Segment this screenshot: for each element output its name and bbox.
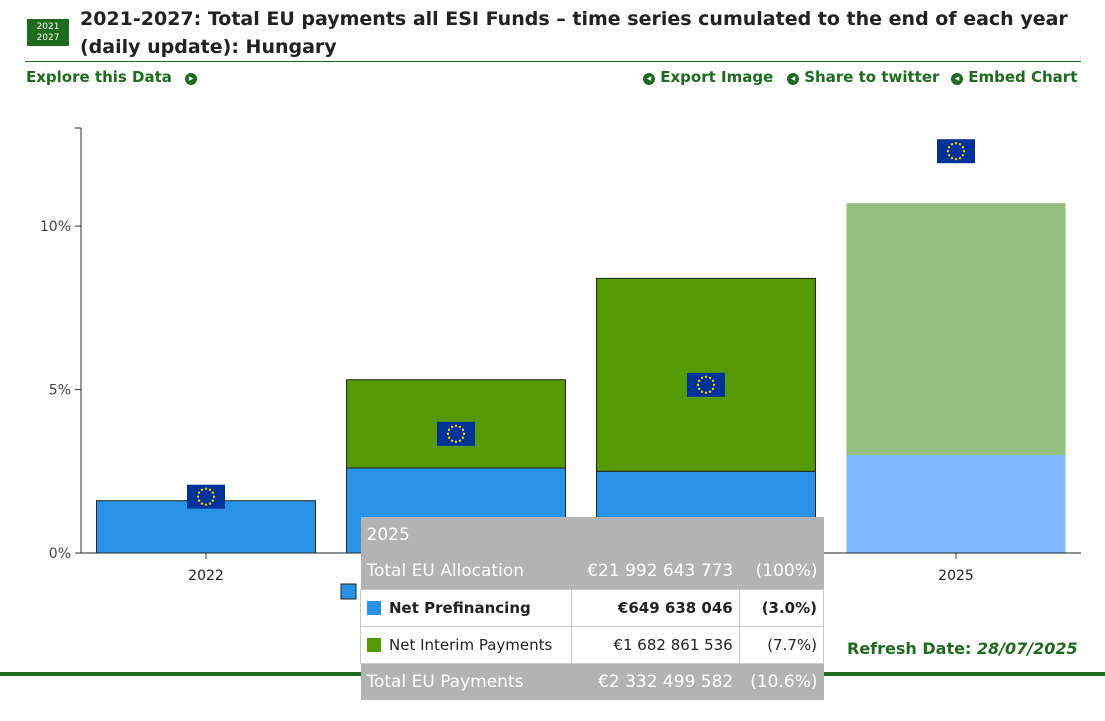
eu-flag-star (947, 153, 951, 157)
eu-flag-star (711, 379, 715, 383)
tooltip-total-pct: (10.6%) (739, 663, 824, 700)
explore-data-label: Explore this Data (26, 68, 172, 86)
tooltip-interim-value: €1 682 861 536 (570, 626, 740, 664)
x-tick-label: 2025 (938, 568, 974, 584)
eu-flag-star (208, 488, 212, 491)
eu-flag-star (212, 495, 216, 498)
refresh-date: Refresh Date: 28/07/2025 (847, 639, 1078, 658)
tooltip-interim-pct: (7.7%) (738, 626, 825, 664)
eu-flag-star (462, 432, 466, 436)
tooltip-interim-label: Net Interim Payments (389, 636, 553, 654)
chevron-left-icon: ◂ (951, 73, 963, 85)
chevron-left-icon: ◂ (643, 73, 655, 85)
tooltip-prefinancing-value: €649 638 046 (570, 589, 740, 627)
eu-flag-star (197, 499, 201, 502)
eu-flag-star (450, 425, 454, 429)
eu-flag-star (697, 379, 701, 383)
prefinancing-swatch (367, 601, 381, 615)
y-tick-label: 0% (49, 546, 71, 562)
interim-swatch (367, 638, 381, 652)
eu-flag-star (454, 440, 458, 444)
tooltip-interim-row: Net Interim Payments €1 682 861 536 (7.7… (360, 626, 825, 664)
programme-period-badge: 2021 2027 (27, 19, 69, 46)
eu-flag-star (211, 499, 215, 502)
eu-flag-star (946, 149, 950, 153)
eu-flag-star (696, 383, 700, 387)
eu-flag-star (461, 428, 465, 432)
eu-flag-star (954, 157, 958, 161)
chevron-right-icon: ▸ (185, 73, 198, 85)
explore-data-link[interactable]: Explore this Data ▸ (26, 68, 198, 86)
tooltip-allocation-value: €21 992 643 773 (571, 553, 740, 590)
legend-swatch-prefinancing (340, 583, 357, 600)
eu-flag-star (700, 390, 704, 393)
eu-flag-star (450, 439, 454, 442)
eu-flag-star (954, 141, 958, 145)
header-divider (25, 61, 1081, 62)
y-tick-label: 10% (40, 219, 71, 235)
eu-flag-star (947, 145, 951, 149)
badge-start-year: 2021 (36, 22, 60, 32)
eu-flag-star (711, 387, 715, 391)
bar-net-prefinancing (846, 454, 1066, 553)
badge-end-year: 2027 (36, 33, 60, 43)
chevron-left-icon: ◂ (787, 73, 799, 85)
eu-flag-star (950, 156, 954, 160)
eu-flag-star (704, 391, 708, 395)
refresh-label: Refresh Date: (847, 639, 972, 658)
eu-flag-star (950, 143, 954, 146)
chart-tooltip: 2025 Total EU Allocation €21 992 643 773… (360, 517, 825, 700)
bar-net-interim-payments (846, 203, 1066, 455)
eu-flag-star (958, 143, 962, 146)
eu-flag-star (697, 387, 701, 391)
eu-flag-star (958, 156, 962, 160)
eu-flag-star (704, 375, 708, 379)
eu-flag-star (200, 488, 204, 491)
eu-flag-star (962, 149, 966, 153)
eu-flag-star (454, 424, 458, 428)
embed-chart-link[interactable]: ◂ Embed Chart (951, 68, 1077, 86)
eu-flag-star (458, 439, 462, 442)
x-tick-label: 2022 (188, 568, 224, 584)
eu-flag-star (708, 376, 712, 380)
tooltip-total-value: €2 332 499 582 (571, 663, 740, 700)
eu-flag-star (712, 383, 716, 387)
eu-flag-star (204, 487, 208, 490)
eu-flag-star (708, 390, 712, 393)
eu-flag-star (211, 491, 215, 494)
eu-flag-star (447, 428, 451, 432)
share-twitter-link[interactable]: ◂ Share to twitter (787, 68, 939, 86)
chart-title: 2021-2027: Total EU payments all ESI Fun… (80, 8, 1068, 58)
y-tick-label: 5% (49, 383, 71, 399)
tooltip-total-row: Total EU Payments €2 332 499 582 (10.6%) (360, 663, 824, 700)
eu-flag-star (446, 432, 450, 436)
tooltip-allocation-pct: (100%) (739, 553, 824, 590)
tooltip-total-label: Total EU Payments (360, 663, 572, 700)
tooltip-prefinancing-row: Net Prefinancing €649 638 046 (3.0%) (360, 589, 825, 627)
tooltip-prefinancing-pct: (3.0%) (738, 589, 825, 627)
export-image-link[interactable]: ◂ Export Image (643, 68, 773, 86)
eu-flag-star (961, 153, 965, 157)
eu-flag-star (197, 491, 201, 494)
tooltip-year: 2025 (360, 517, 824, 553)
tooltip-prefinancing-label: Net Prefinancing (389, 599, 531, 617)
eu-flag-star (196, 495, 200, 498)
eu-flag-star (447, 436, 451, 440)
eu-flag-star (208, 502, 212, 505)
eu-flag-star (700, 376, 704, 380)
eu-flag-star (461, 436, 465, 440)
export-image-label: Export Image (660, 68, 774, 86)
embed-chart-label: Embed Chart (968, 68, 1078, 86)
eu-flag-star (200, 502, 204, 505)
tooltip-allocation-row: Total EU Allocation €21 992 643 773 (100… (360, 553, 824, 590)
tooltip-allocation-label: Total EU Allocation (360, 553, 572, 590)
refresh-date-value: 28/07/2025 (976, 639, 1078, 658)
eu-flag-star (204, 503, 208, 506)
eu-flag-star (961, 145, 965, 149)
bar-net-prefinancing (96, 500, 316, 554)
eu-flag-star (458, 425, 462, 429)
share-twitter-label: Share to twitter (804, 68, 940, 86)
